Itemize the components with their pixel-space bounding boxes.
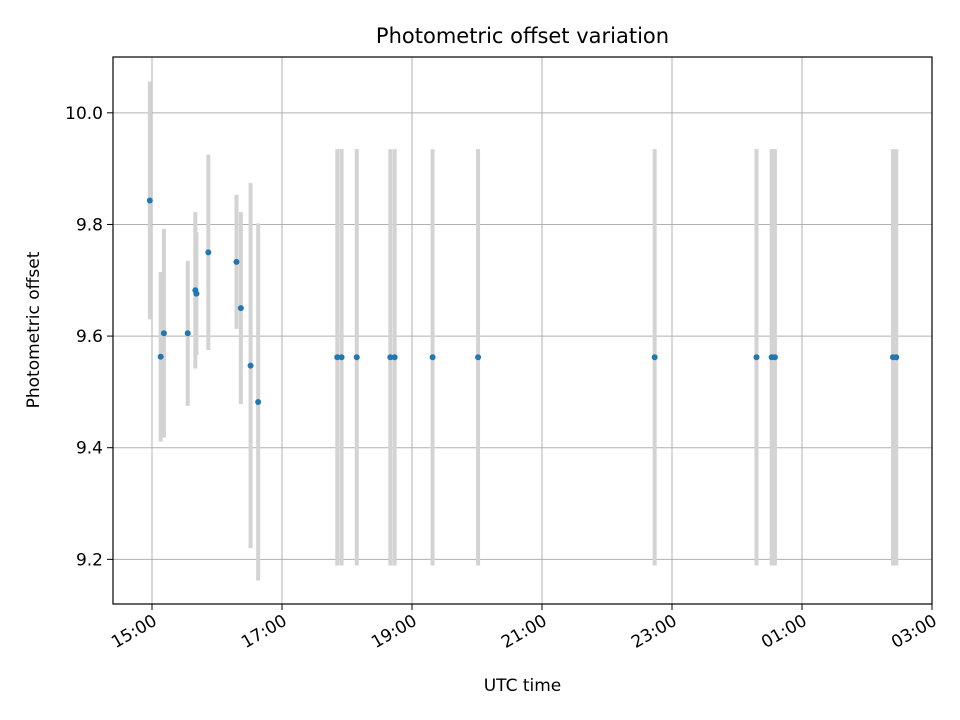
data-point	[247, 362, 254, 369]
plot-frame	[112, 56, 933, 605]
data-point	[338, 354, 345, 361]
y-tick-label: 9.4	[76, 439, 103, 459]
y-tick-label: 9.8	[76, 215, 103, 235]
data-point	[391, 354, 398, 361]
y-axis-ticks: 9.2 9.4 9.6 9.8 10.0	[65, 104, 113, 570]
data-point	[475, 354, 482, 361]
data-point	[184, 330, 191, 337]
data-point	[753, 354, 760, 361]
data-point	[771, 354, 778, 361]
x-axis-label: UTC time	[484, 676, 562, 696]
data-point	[334, 354, 341, 361]
y-tick-label: 9.6	[76, 327, 103, 347]
data-point	[387, 354, 394, 361]
data-point	[160, 330, 167, 337]
y-tick-label: 10.0	[65, 104, 103, 124]
data-point	[205, 249, 212, 256]
data-point	[237, 305, 244, 312]
data-point	[146, 197, 153, 204]
data-point	[255, 398, 262, 405]
data-point	[157, 353, 164, 360]
data-point	[893, 354, 900, 361]
data-points	[146, 197, 900, 405]
data-point	[429, 354, 436, 361]
data-point	[353, 354, 360, 361]
y-axis-label: Photometric offset	[24, 251, 44, 408]
data-point	[651, 354, 658, 361]
chart-title: Photometric offset variation	[376, 24, 669, 48]
data-point	[193, 290, 200, 297]
y-tick-label: 9.2	[76, 550, 103, 570]
data-point	[233, 258, 240, 265]
